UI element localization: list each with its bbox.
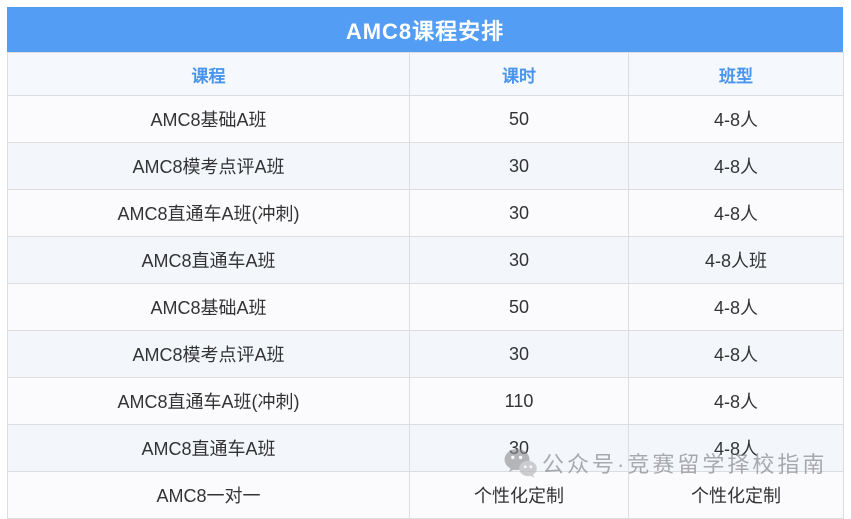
table-cell-r6-c3: 4-8人 — [628, 330, 844, 378]
table-cell-r9-c2: 个性化定制 — [409, 471, 629, 519]
table-row: AMC8直通车A班(冲刺) 30 4-8人 — [7, 189, 844, 237]
table-cell-r6-c2: 30 — [409, 330, 629, 378]
table-row: AMC8直通车A班 30 4-8人 — [7, 424, 844, 472]
table-cell-r9-c3: 个性化定制 — [628, 471, 844, 519]
course-table: 课程 课时 班型 AMC8基础A班 50 4-8人 AMC8模考点评A班 30 4-8人 AMC… — [7, 52, 844, 519]
table-cell-r7-c1: AMC8直通车A班(冲刺) — [7, 377, 410, 425]
header-row: 课程 课时 班型 — [7, 52, 844, 96]
table-cell-r8-c3: 4-8人 — [628, 424, 844, 472]
column-header-1: 课程 — [7, 52, 410, 96]
table-cell-r2-c2: 30 — [409, 142, 629, 190]
table-cell-r7-c2: 110 — [409, 377, 629, 425]
table-cell-r5-c2: 50 — [409, 283, 629, 331]
table-cell-r4-c3: 4-8人班 — [628, 236, 844, 284]
table-row: AMC8基础A班 50 4-8人 — [7, 283, 844, 331]
column-header-3: 班型 — [628, 52, 844, 96]
table-cell-r4-c1: AMC8直通车A班 — [7, 236, 410, 284]
table-row: AMC8基础A班 50 4-8人 — [7, 95, 844, 143]
table-cell-r9-c1: AMC8一对一 — [7, 471, 410, 519]
table-cell-r4-c2: 30 — [409, 236, 629, 284]
table-title-banner: AMC8课程安排 — [7, 7, 843, 52]
table-cell-r5-c3: 4-8人 — [628, 283, 844, 331]
table-row: AMC8直通车A班 30 4-8人班 — [7, 236, 844, 284]
table-cell-r1-c1: AMC8基础A班 — [7, 95, 410, 143]
table-cell-r3-c2: 30 — [409, 189, 629, 237]
table-row: AMC8直通车A班(冲刺) 110 4-8人 — [7, 377, 844, 425]
table-cell-r1-c2: 50 — [409, 95, 629, 143]
table-body: AMC8基础A班 50 4-8人 AMC8模考点评A班 30 4-8人 AMC8直通车A班(… — [7, 95, 844, 519]
table-row: AMC8一对一 个性化定制 个性化定制 — [7, 471, 844, 519]
course-schedule-table-image: AMC8课程安排 课程 课时 班型 AMC8基础A班 50 4-8人 AMC8模考点评A班… — [7, 7, 844, 519]
table-head: 课程 课时 班型 — [7, 52, 844, 96]
table-cell-r5-c1: AMC8基础A班 — [7, 283, 410, 331]
table-title: AMC8课程安排 — [345, 18, 505, 44]
column-header-2: 课时 — [409, 52, 629, 96]
table-row: AMC8模考点评A班 30 4-8人 — [7, 142, 844, 190]
table-row: AMC8模考点评A班 30 4-8人 — [7, 330, 844, 378]
table-cell-r7-c3: 4-8人 — [628, 377, 844, 425]
table-cell-r1-c3: 4-8人 — [628, 95, 844, 143]
table-cell-r6-c1: AMC8模考点评A班 — [7, 330, 410, 378]
table-cell-r8-c1: AMC8直通车A班 — [7, 424, 410, 472]
table-cell-r3-c1: AMC8直通车A班(冲刺) — [7, 189, 410, 237]
table-cell-r3-c3: 4-8人 — [628, 189, 844, 237]
table-cell-r2-c3: 4-8人 — [628, 142, 844, 190]
table-cell-r2-c1: AMC8模考点评A班 — [7, 142, 410, 190]
table-cell-r8-c2: 30 — [409, 424, 629, 472]
